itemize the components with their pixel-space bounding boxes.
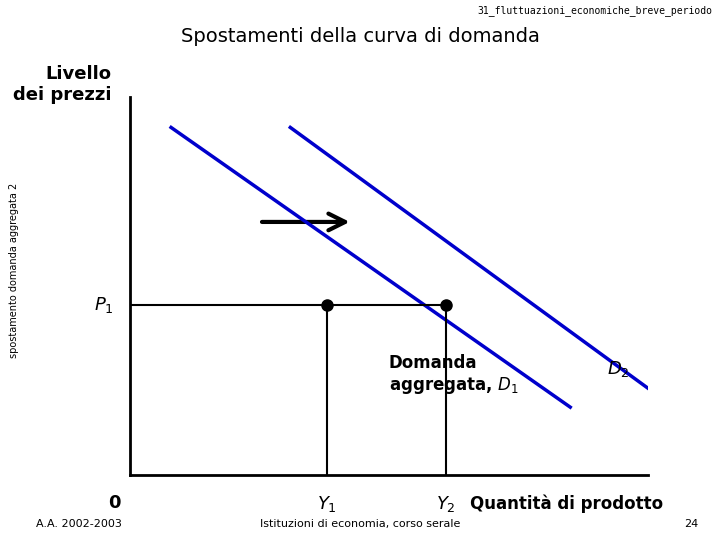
Text: 24: 24 <box>684 519 698 529</box>
Text: $Y_2$: $Y_2$ <box>436 494 456 514</box>
Text: Domanda
aggregata, $D_1$: Domanda aggregata, $D_1$ <box>389 354 519 396</box>
Text: A.A. 2002-2003: A.A. 2002-2003 <box>36 519 122 529</box>
Text: spostamento domanda aggregata 2: spostamento domanda aggregata 2 <box>9 183 19 357</box>
Text: $D_2$: $D_2$ <box>606 359 629 380</box>
Text: 31_fluttuazioni_economiche_breve_periodo: 31_fluttuazioni_economiche_breve_periodo <box>478 5 713 16</box>
Text: Istituzioni di economia, corso serale: Istituzioni di economia, corso serale <box>260 519 460 529</box>
Text: Spostamenti della curva di domanda: Spostamenti della curva di domanda <box>181 27 539 46</box>
Text: Livello
dei prezzi: Livello dei prezzi <box>13 65 112 104</box>
Text: $Y_1$: $Y_1$ <box>317 494 336 514</box>
Text: $P_1$: $P_1$ <box>94 295 114 315</box>
FancyArrowPatch shape <box>262 214 345 230</box>
Text: Quantità di prodotto: Quantità di prodotto <box>470 494 664 512</box>
Text: 0: 0 <box>108 494 120 512</box>
